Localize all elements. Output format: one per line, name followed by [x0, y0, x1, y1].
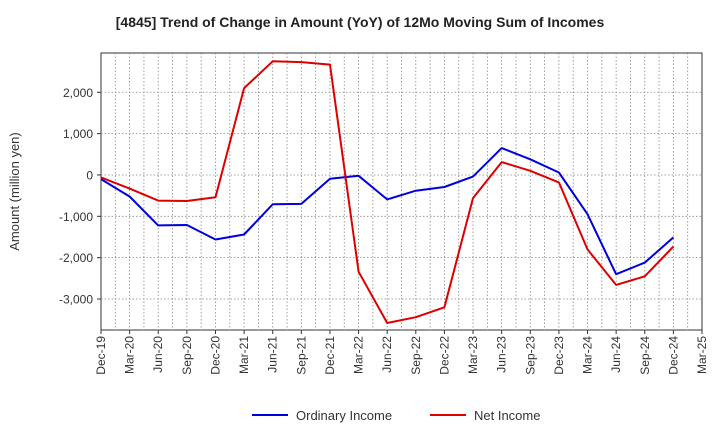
x-tick-label: Sep-21 [294, 336, 308, 375]
x-tick-label: Jun-23 [495, 336, 509, 373]
x-tick-label: Dec-21 [323, 336, 337, 375]
x-tick-label: Sep-22 [409, 336, 423, 375]
x-tick-label: Sep-20 [180, 336, 194, 375]
x-tick-label: Mar-20 [123, 336, 137, 374]
y-tick-label: 2,000 [63, 86, 93, 100]
x-tick-label: Mar-21 [237, 336, 251, 374]
x-tick-label: Sep-24 [638, 336, 652, 375]
axes: 2,000 1,000 0 -1,000 -2,000 -3,000 Dec-19 Mar-2… [7, 86, 709, 375]
x-tick-label: Jun-22 [380, 336, 394, 373]
x-tick-label: Mar-24 [581, 336, 595, 374]
y-tick-label: -3,000 [59, 292, 93, 306]
legend-label: Ordinary Income [296, 408, 392, 423]
x-tick-label: Dec-19 [94, 336, 108, 375]
y-tick-label: 0 [86, 168, 93, 182]
x-tick-label: Jun-20 [151, 336, 165, 373]
x-tick-label: Mar-25 [695, 336, 709, 374]
x-tick-label: Dec-20 [208, 336, 222, 375]
legend-label: Net Income [474, 408, 540, 423]
series-layer [100, 60, 675, 324]
x-tick-label: Dec-22 [437, 336, 451, 375]
y-tick-label: -2,000 [59, 251, 93, 265]
grid [100, 52, 703, 331]
chart-title: [4845] Trend of Change in Amount (YoY) o… [115, 14, 605, 30]
x-tick-label: Sep-23 [523, 336, 537, 375]
y-tick-label: -1,000 [59, 210, 93, 224]
x-tick-label: Mar-23 [466, 336, 480, 374]
legend: Ordinary Income Net Income [252, 408, 540, 423]
x-tick-label: Mar-22 [352, 336, 366, 374]
series-line-net-income [100, 60, 675, 324]
x-tick-label: Jun-21 [266, 336, 280, 373]
series-line-ordinary-income [100, 147, 675, 276]
x-tick-label: Dec-23 [552, 336, 566, 375]
y-axis-label: Amount (million yen) [7, 132, 22, 251]
x-tick-label: Dec-24 [666, 336, 680, 375]
y-tick-label: 1,000 [63, 127, 93, 141]
x-tick-label: Jun-24 [609, 336, 623, 373]
